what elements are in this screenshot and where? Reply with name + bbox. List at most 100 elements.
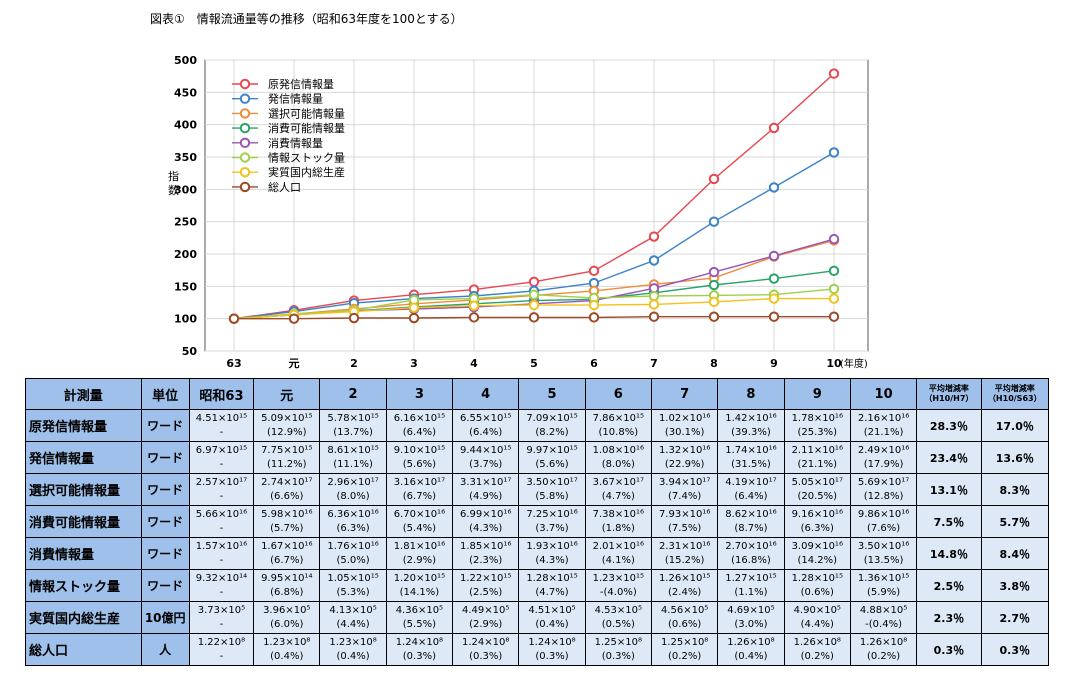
cell-value: 6.36×10¹⁶	[327, 508, 379, 520]
cell-change: (6.7%)	[402, 490, 436, 502]
cell-change: -	[219, 426, 224, 438]
cell-change: (0.4%)	[734, 650, 768, 662]
x-tick-label: 7	[650, 357, 658, 370]
header-year: 元	[253, 378, 321, 410]
avg-cell-avg1: 2.5％	[916, 569, 982, 602]
avg-cell-avg1: 0.3％	[916, 633, 982, 666]
cell-change: (2.9%)	[402, 554, 436, 566]
y-tick-label: 400	[174, 119, 197, 132]
data-point	[288, 313, 300, 324]
table-cell: 5.09×10¹⁵ (12.9%)	[253, 409, 321, 442]
data-point	[228, 313, 240, 324]
cell-change: (0.4%)	[270, 650, 304, 662]
cell-change: (0.6%)	[668, 618, 702, 630]
legend-swatch-marker	[239, 181, 251, 193]
x-tick-label: 8	[710, 357, 718, 370]
row-label: 発信情報量	[25, 441, 142, 474]
line-chart: 50 100 150 200 250 300 350 400 450 500 63 元 2 3 4 5 6 7 8 9…	[168, 54, 869, 370]
avg-cell-avg1: 28.3％	[916, 409, 982, 442]
table-cell: 9.32×10¹⁴ -	[188, 569, 255, 602]
table-cell: 1.23×10¹⁵ -(4.0%)	[584, 569, 652, 602]
table-cell: 7.38×10¹⁶ (1.8%)	[584, 505, 652, 538]
figure-title: 図表① 情報流通量等の推移（昭和63年度を100とする）	[150, 12, 463, 26]
table-cell: 7.75×10¹⁵ (11.2%)	[253, 441, 321, 474]
cell-value: 9.16×10¹⁶	[791, 508, 843, 520]
cell-value: 1.78×10¹⁶	[791, 412, 843, 424]
table-row: 総人口人 1.22×10⁸ - 1.23×10⁸ (0.4%) 1.23×10⁸ (0.4%…	[25, 633, 1050, 666]
table-cell: 8.61×10¹⁵ (11.1%)	[319, 441, 387, 474]
data-point	[768, 311, 780, 322]
cell-value: 6.70×10¹⁶	[393, 508, 446, 520]
table-cell: 2.01×10¹⁶ (4.1%)	[584, 537, 652, 570]
cell-change: (6.6%)	[270, 490, 304, 502]
header-avg1-line: 平均増減率	[928, 384, 969, 393]
table-cell: 8.62×10¹⁶ (8.7%)	[717, 505, 785, 538]
table-cell: 5.78×10¹⁵ (13.7%)	[319, 409, 387, 442]
table-row: 消費可能情報量 ワード 5.66×10¹⁶ - 5.98×10¹⁶ (5.7%) 6.36×…	[25, 505, 1050, 538]
table-cell: 1.23×10⁸ (0.4%)	[319, 633, 387, 666]
y-tick-label: 450	[174, 86, 197, 99]
legend-label: 消費情報量	[268, 136, 323, 150]
cell-change: -(0.4%)	[865, 618, 902, 630]
x-tick-label: 10	[826, 357, 842, 370]
cell-value: 1.28×10¹⁵	[526, 572, 578, 584]
cell-change: -	[219, 586, 224, 598]
cell-value: 2.74×10¹⁷	[261, 476, 313, 488]
cell-value: 1.28×10¹⁵	[791, 572, 843, 584]
table-cell: 6.16×10¹⁵ (6.4%)	[385, 409, 454, 442]
cell-change: -	[219, 554, 224, 566]
row-label: 原発信情報量	[25, 409, 142, 442]
table-cell: 1.28×10¹⁵ (0.6%)	[783, 569, 851, 602]
cell-value: 2.57×10¹⁷	[195, 476, 248, 488]
table-cell: 1.20×10¹⁵ (14.1%)	[385, 569, 454, 602]
cell-change: (6.4%)	[402, 426, 436, 438]
table-cell: 1.85×10¹⁶ (2.3%)	[452, 537, 520, 570]
data-point	[828, 311, 840, 322]
cell-value: 4.51×10⁵	[528, 604, 576, 616]
cell-change: (0.6%)	[800, 586, 834, 598]
row-unit: 10億円	[140, 601, 190, 634]
cell-value: 1.57×10¹⁶	[195, 540, 248, 552]
data-point	[708, 266, 720, 278]
table-cell: 3.50×10¹⁶ (13.5%)	[849, 537, 918, 570]
row-unit: ワード	[140, 409, 190, 442]
table-cell: 1.24×10⁸ (0.3%)	[452, 633, 520, 666]
table-cell: 5.98×10¹⁶ (5.7%)	[253, 505, 321, 538]
legend-label: 実質国内総生産	[268, 165, 345, 179]
cell-change: (11.2%)	[266, 458, 307, 470]
cell-change: (5.5%)	[402, 618, 436, 630]
avg-cell-avg2: 5.7％	[980, 505, 1050, 538]
table-cell: 3.73×10⁵ -	[188, 601, 255, 634]
table-cell: 6.55×10¹⁵ (6.4%)	[452, 409, 520, 442]
table-cell: 2.16×10¹⁶ (21.1%)	[849, 409, 918, 442]
table-row: 選択可能情報量 ワード 2.57×10¹⁷ - 2.74×10¹⁷ (6.6%) 2.96×…	[25, 473, 1050, 506]
cell-value: 4.90×10⁵	[793, 604, 841, 616]
cell-change: (6.3%)	[800, 522, 834, 534]
cell-change: (0.3%)	[535, 650, 569, 662]
table-body: 原発信情報量 ワード 4.51×10¹⁵ - 5.09×10¹⁵ (12.9%) 5.78×…	[25, 409, 1050, 666]
header-avg1-line: （H10/H7）	[924, 394, 974, 403]
data-point	[408, 302, 420, 313]
cell-change: -	[219, 522, 224, 534]
data-point	[708, 279, 720, 291]
cell-change: (31.5%)	[731, 458, 771, 470]
table-cell: 6.97×10¹⁵ -	[188, 441, 255, 474]
table-cell: 4.51×10⁵ (0.4%)	[518, 601, 586, 634]
table-cell: 6.36×10¹⁶ (6.3%)	[319, 505, 387, 538]
cell-change: (2.3%)	[469, 554, 503, 566]
cell-change: (0.3%)	[469, 650, 503, 662]
cell-value: 1.05×10¹⁵	[327, 572, 379, 584]
header-year: 昭和63	[188, 378, 255, 410]
cell-change: (0.3%)	[601, 650, 635, 662]
row-label: 消費可能情報量	[25, 505, 142, 538]
x-tick-label: 63	[226, 357, 241, 370]
cell-change: (13.5%)	[863, 554, 904, 566]
cell-value: 3.73×10⁵	[197, 604, 246, 616]
table-cell: 1.26×10⁸ (0.2%)	[849, 633, 918, 666]
y-tick-label: 50	[182, 345, 198, 358]
cell-change: (1.1%)	[734, 586, 768, 598]
cell-value: 7.86×10¹⁵	[592, 412, 645, 424]
cell-value: 3.50×10¹⁷	[526, 476, 578, 488]
table-cell: 3.09×10¹⁶ (14.2%)	[783, 537, 851, 570]
data-point	[648, 255, 660, 266]
